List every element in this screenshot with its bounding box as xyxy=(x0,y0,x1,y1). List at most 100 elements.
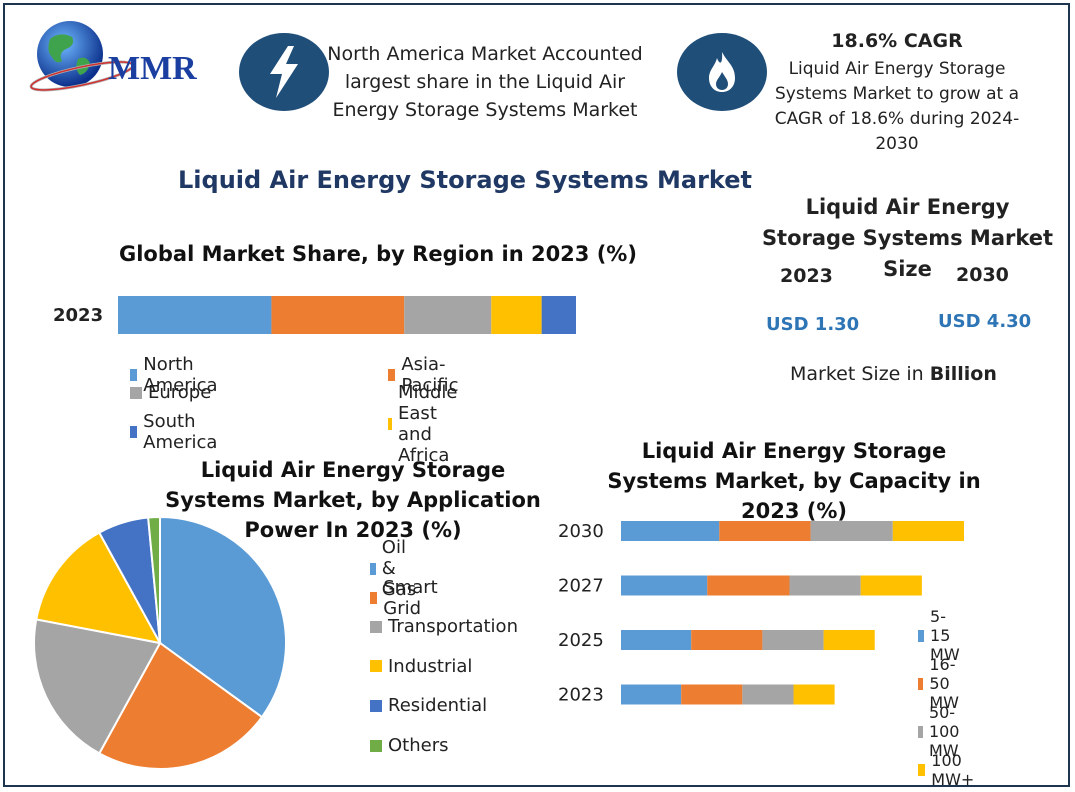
page-frame xyxy=(3,3,1070,787)
legend-item-asia-pacific: Asia-Pacific xyxy=(388,354,463,396)
region-bar-north-america xyxy=(118,296,272,334)
legend-item-16-50-mw: 16-50 MW xyxy=(918,655,966,712)
capacity-bar-2025-50-100-mw xyxy=(762,630,824,650)
region-chart-category: 2023 xyxy=(53,305,104,326)
legend-label: Asia-Pacific xyxy=(401,354,459,396)
pie-slice-oil-gas xyxy=(159,515,287,719)
market-size-year-2023: 2023 xyxy=(780,265,833,287)
legend-label: South America xyxy=(143,411,218,453)
legend-label: Smart Grid xyxy=(383,576,438,619)
capacity-tick-label: 2027 xyxy=(558,576,604,597)
legend-swatch xyxy=(130,386,142,399)
capacity-bar-2025-5-15-mw xyxy=(621,630,692,650)
legend-swatch xyxy=(388,369,396,381)
capacity-bar-2027-50-100-mw xyxy=(789,575,861,596)
legend-swatch xyxy=(918,725,923,738)
mmr-logo: MMR xyxy=(20,14,220,94)
pie-slice-transportation xyxy=(33,618,162,755)
north-america-text: North America Market Accounted largest s… xyxy=(327,43,643,121)
capacity-tick-label: 2025 xyxy=(558,630,604,651)
legend-swatch xyxy=(370,739,382,752)
capacity-bar-2030-100-mw xyxy=(892,521,964,541)
legend-label: 50-100 MW xyxy=(928,703,960,760)
legend-label: 16-50 MW xyxy=(929,655,959,712)
capacity-bar-2030-5-15-mw xyxy=(621,521,720,541)
capacity-bar-2023-100-mw xyxy=(793,684,835,705)
legend-label: Oil & Gas xyxy=(381,537,417,600)
capacity-bar-2023-16-50-mw xyxy=(681,684,743,705)
legend-label: Europe xyxy=(148,382,212,403)
legend-item-100-mw: 100 MW+ xyxy=(918,751,979,789)
lightning-icon xyxy=(270,46,298,98)
pie-slice-industrial xyxy=(35,531,162,645)
legend-swatch xyxy=(370,591,378,604)
legend-item-smart-grid: Smart Grid xyxy=(370,577,442,619)
capacity-tick-label: 2023 xyxy=(558,685,604,706)
capacity-bar-2027-16-50-mw xyxy=(707,575,790,596)
legend-swatch xyxy=(370,660,382,673)
legend-swatch xyxy=(130,426,138,438)
legend-label: Middle East and Africa xyxy=(398,382,458,466)
legend-swatch xyxy=(370,699,382,712)
legend-item-middle-east-and-africa: Middle East and Africa xyxy=(388,382,465,466)
legend-label: Industrial xyxy=(388,655,473,677)
legend-swatch xyxy=(918,629,925,642)
flame-badge xyxy=(677,33,767,111)
legend-label: Others xyxy=(388,735,449,756)
capacity-bar-2023-5-15-mw xyxy=(621,684,682,705)
region-bar-asia-pacific xyxy=(271,296,405,334)
legend-item-transportation: Transportation xyxy=(370,616,518,637)
capacity-bar-2030-50-100-mw xyxy=(810,521,893,541)
region-chart-title: Global Market Share, by Region in 2023 (… xyxy=(119,242,637,266)
legend-swatch xyxy=(370,562,376,575)
capacity-bar-2025-100-mw xyxy=(823,630,875,650)
legend-swatch xyxy=(388,418,393,430)
market-size-value-2023: USD 1.30 xyxy=(766,314,860,335)
cagr-title: 18.6% CAGR xyxy=(831,30,963,52)
market-size-note-unit: Billion xyxy=(929,363,997,385)
legend-item-residential: Residential xyxy=(370,695,487,716)
legend-item-north-america: North America xyxy=(130,354,222,396)
legend-item-others: Others xyxy=(370,735,449,756)
application-pie-chart xyxy=(33,515,287,770)
globe-icon xyxy=(29,21,135,92)
legend-item-europe: Europe xyxy=(130,382,211,403)
legend-swatch xyxy=(130,369,138,381)
market-size-note: Market Size in Billion xyxy=(790,363,997,385)
pie-slice-smart-grid xyxy=(97,641,264,770)
region-bar-europe xyxy=(404,296,492,334)
legend-swatch xyxy=(918,764,926,776)
cagr-text: Liquid Air Energy Storage Systems Market… xyxy=(774,59,1020,154)
logo-text: MMR xyxy=(108,50,197,87)
region-bar-south-america xyxy=(541,296,576,334)
legend-item-oil-gas: Oil & Gas xyxy=(370,537,422,600)
capacity-bar-2025-16-50-mw xyxy=(691,630,763,650)
capacity-bar-2027-100-mw xyxy=(860,575,922,596)
market-size-year-2030: 2030 xyxy=(956,264,1009,286)
legend-item-50-100-mw: 50-100 MW xyxy=(918,703,967,760)
page-title: Liquid Air Energy Storage Systems Market xyxy=(178,166,752,194)
capacity-bar-2023-50-100-mw xyxy=(742,684,794,705)
capacity-tick-label: 2030 xyxy=(558,521,604,542)
legend-item-industrial: Industrial xyxy=(370,656,472,677)
legend-label: North America xyxy=(143,354,218,396)
legend-item-south-america: South America xyxy=(130,411,222,453)
capacity-bar-2027-5-15-mw xyxy=(621,575,708,596)
application-chart-title: Liquid Air Energy Storage Systems Market… xyxy=(165,458,541,542)
legend-label: Transportation xyxy=(388,616,518,638)
capacity-chart-title: Liquid Air Energy Storage Systems Market… xyxy=(607,439,981,523)
region-stacked-bar-chart xyxy=(118,296,576,334)
pie-slice-others xyxy=(147,515,161,644)
legend-swatch xyxy=(918,677,924,690)
market-size-title: Liquid Air Energy Storage Systems Market… xyxy=(761,195,1054,281)
legend-swatch xyxy=(370,620,382,633)
market-size-value-2030: USD 4.30 xyxy=(938,311,1032,332)
capacity-bar-2030-16-50-mw xyxy=(719,521,811,541)
lightning-badge xyxy=(239,33,329,111)
legend-label: 100 MW+ xyxy=(931,751,975,789)
capacity-stacked-bar-chart: 2030 2027 2025 2023 xyxy=(558,521,964,706)
legend-label: Residential xyxy=(388,695,488,717)
legend-item-5-15-mw: 5-15 MW xyxy=(918,607,966,664)
market-size-note-prefix: Market Size in xyxy=(790,363,930,385)
flame-icon xyxy=(709,52,735,92)
